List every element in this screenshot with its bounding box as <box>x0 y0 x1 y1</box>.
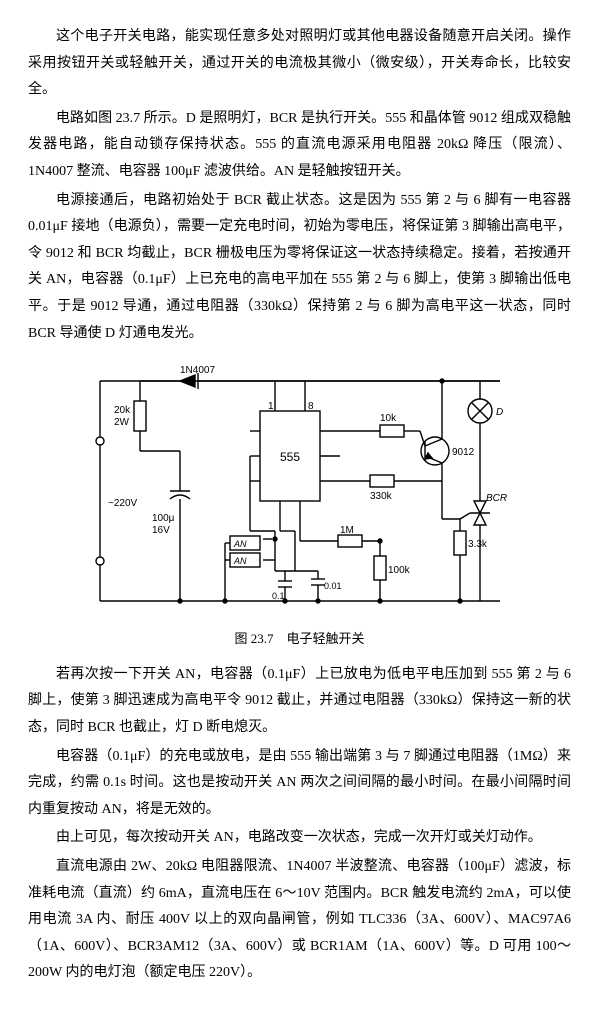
label-r1b: 2W <box>114 417 130 428</box>
circuit-diagram: ~220V 20k 2W 1N4007 100μ 16V <box>80 361 520 621</box>
label-r3: 330k <box>370 491 393 502</box>
label-r5: 1M <box>340 525 354 536</box>
para-4: 若再次按一下开关 AN，电容器（0.1μF）上已放电为低电平电压加到 555 第… <box>28 662 571 742</box>
para-1: 这个电子开关电路，能实现任意多处对照明灯或其他电器设备随意开启关闭。操作采用按钮… <box>28 24 571 104</box>
label-ic: 555 <box>280 450 300 464</box>
label-pin8: 8 <box>308 401 314 412</box>
label-r6: 100k <box>388 565 411 576</box>
para-3: 电源接通后，电路初始处于 BCR 截止状态。这是因为 555 第 2 与 6 脚… <box>28 188 571 348</box>
label-r2: 10k <box>380 413 397 424</box>
label-c2: 0.1 <box>272 591 285 601</box>
label-r4: 3.3k <box>468 539 488 550</box>
para-7: 直流电源由 2W、20kΩ 电阻器限流、1N4007 半波整流、电容器（100μ… <box>28 854 571 987</box>
label-pin1: 1 <box>268 401 274 412</box>
label-lamp: D <box>496 407 503 418</box>
label-vac: ~220V <box>108 498 138 509</box>
para-6: 由上可见，每次按动开关 AN，电路改变一次状态，完成一次开灯或关灯动作。 <box>28 825 571 852</box>
para-5: 电容器（0.1μF）的充电或放电，是由 555 输出端第 3 与 7 脚通过电阻… <box>28 744 571 824</box>
label-c1a: 100μ <box>152 513 175 524</box>
label-an1: AN <box>233 539 247 549</box>
label-bcr: BCR <box>486 493 507 504</box>
label-an2: AN <box>233 556 247 566</box>
label-c1b: 16V <box>152 525 170 536</box>
figure-caption: 图 23.7 电子轻触开关 <box>28 627 571 652</box>
label-diode: 1N4007 <box>180 365 215 376</box>
label-r1a: 20k <box>114 405 131 416</box>
para-2: 电路如图 23.7 所示。D 是照明灯，BCR 是执行开关。555 和晶体管 9… <box>28 106 571 186</box>
figure-circuit: ~220V 20k 2W 1N4007 100μ 16V <box>80 361 520 621</box>
label-q: 9012 <box>452 447 475 458</box>
label-c3: 0.01 <box>324 581 342 591</box>
